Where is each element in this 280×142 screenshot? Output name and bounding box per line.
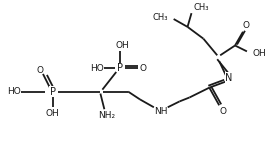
Text: OH: OH [46,109,60,118]
Text: O: O [139,64,146,73]
Text: OH: OH [115,41,129,50]
Text: N: N [225,73,233,83]
Text: HO: HO [90,64,104,73]
Text: P: P [50,87,56,97]
Text: CH₃: CH₃ [152,13,168,22]
Text: HO: HO [7,87,21,96]
Text: NH: NH [154,107,167,116]
Text: O: O [220,107,227,116]
Text: NH₂: NH₂ [98,111,115,120]
Text: OH: OH [253,49,267,58]
Text: P: P [117,63,123,73]
Text: O: O [242,21,249,30]
Text: CH₃: CH₃ [193,3,209,12]
Text: O: O [36,65,43,75]
